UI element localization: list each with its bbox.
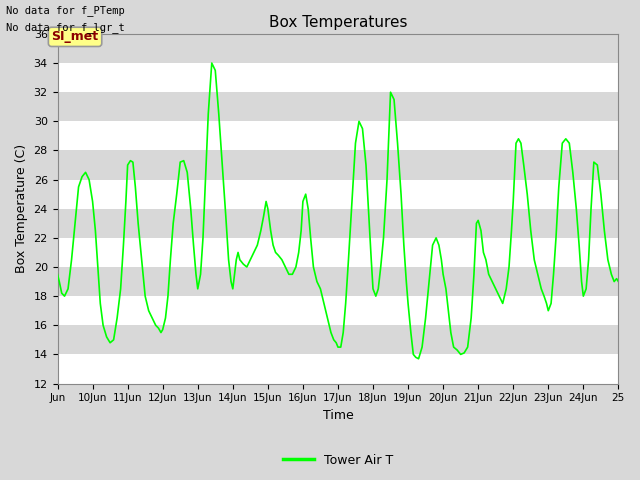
Bar [58,209,618,238]
Bar [58,92,618,121]
Legend: Tower Air T: Tower Air T [278,449,398,472]
Bar [58,63,618,92]
Text: No data for f_PTemp: No data for f_PTemp [6,5,125,16]
Y-axis label: Box Temperature (C): Box Temperature (C) [15,144,28,273]
Bar [58,34,618,63]
Bar [58,238,618,267]
Bar [58,325,618,354]
Title: Box Temperatures: Box Temperatures [269,15,407,30]
Bar [58,121,618,150]
Bar [58,180,618,209]
Bar [58,150,618,180]
Bar [58,267,618,296]
Bar [58,354,618,384]
Text: SI_met: SI_met [51,30,99,43]
Bar [58,296,618,325]
X-axis label: Time: Time [323,409,353,422]
Text: No data for f_lgr_t: No data for f_lgr_t [6,22,125,33]
